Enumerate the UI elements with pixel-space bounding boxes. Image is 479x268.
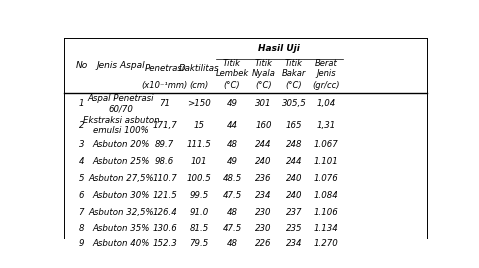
Text: Titik
Nyala: Titik Nyala	[252, 59, 275, 78]
Text: 79.5: 79.5	[190, 239, 209, 248]
Text: Jenis Aspal: Jenis Aspal	[97, 61, 146, 70]
Text: 6: 6	[79, 191, 84, 200]
Text: 99.5: 99.5	[190, 191, 209, 200]
Text: 7: 7	[79, 208, 84, 217]
Text: 1.134: 1.134	[314, 224, 339, 233]
Text: 226: 226	[255, 239, 272, 248]
Text: Asbuton 27,5%: Asbuton 27,5%	[88, 174, 154, 183]
Text: 230: 230	[255, 208, 272, 217]
Text: Hasil Uji: Hasil Uji	[258, 44, 300, 53]
Text: 71: 71	[159, 99, 170, 108]
Text: 98.6: 98.6	[155, 157, 174, 166]
Text: >150: >150	[187, 99, 211, 108]
Text: 110.7: 110.7	[152, 174, 177, 183]
Text: 111.5: 111.5	[187, 140, 211, 149]
Text: 1.101: 1.101	[314, 157, 339, 166]
Text: Aspal Penetrasi
60/70: Aspal Penetrasi 60/70	[88, 94, 154, 114]
Text: 1.076: 1.076	[314, 174, 339, 183]
Text: 8: 8	[79, 224, 84, 233]
Text: 48: 48	[227, 239, 238, 248]
Text: 1: 1	[79, 99, 84, 108]
Text: 240: 240	[286, 191, 302, 200]
Text: 15: 15	[194, 121, 205, 130]
Text: 165: 165	[286, 121, 302, 130]
Text: No: No	[75, 61, 88, 70]
Text: 4: 4	[79, 157, 84, 166]
Text: 100.5: 100.5	[187, 174, 211, 183]
Text: 48: 48	[227, 208, 238, 217]
Text: (cm): (cm)	[190, 81, 209, 90]
Text: (°C): (°C)	[224, 81, 240, 90]
Text: 240: 240	[286, 174, 302, 183]
Text: Berat
Jenis: Berat Jenis	[315, 59, 337, 78]
Text: Asbuton 25%: Asbuton 25%	[92, 157, 150, 166]
Text: (x10⁻¹mm): (x10⁻¹mm)	[142, 81, 188, 90]
Text: 160: 160	[255, 121, 272, 130]
Text: 81.5: 81.5	[190, 224, 209, 233]
Text: Asbuton 32,5%: Asbuton 32,5%	[88, 208, 154, 217]
Text: (gr/cc): (gr/cc)	[312, 81, 340, 90]
Text: 44: 44	[227, 121, 238, 130]
Text: 3: 3	[79, 140, 84, 149]
Text: 171,7: 171,7	[152, 121, 177, 130]
Text: (°C): (°C)	[255, 81, 272, 90]
Text: 1.270: 1.270	[314, 239, 339, 248]
Text: 244: 244	[286, 157, 302, 166]
Text: 89.7: 89.7	[155, 140, 174, 149]
Text: 91.0: 91.0	[190, 208, 209, 217]
Text: Titik
Lembek: Titik Lembek	[216, 59, 249, 78]
Text: 49: 49	[227, 157, 238, 166]
Text: 121.5: 121.5	[152, 191, 177, 200]
Text: Penetrasi: Penetrasi	[145, 64, 185, 73]
Text: 237: 237	[286, 208, 302, 217]
Text: Ekstraksi asbuton
emulsi 100%: Ekstraksi asbuton emulsi 100%	[83, 116, 160, 135]
Text: 2: 2	[79, 121, 84, 130]
Text: 1.084: 1.084	[314, 191, 339, 200]
Text: 9: 9	[79, 239, 84, 248]
Text: (°C): (°C)	[286, 81, 302, 90]
Text: 49: 49	[227, 99, 238, 108]
Text: 126.4: 126.4	[152, 208, 177, 217]
Text: 1.106: 1.106	[314, 208, 339, 217]
Text: 130.6: 130.6	[152, 224, 177, 233]
Text: 1.067: 1.067	[314, 140, 339, 149]
Text: 248: 248	[286, 140, 302, 149]
Text: 48.5: 48.5	[223, 174, 242, 183]
Text: Asbuton 20%: Asbuton 20%	[92, 140, 150, 149]
Text: 230: 230	[255, 224, 272, 233]
Text: 47.5: 47.5	[223, 224, 242, 233]
Text: 234: 234	[255, 191, 272, 200]
Text: Asbuton 35%: Asbuton 35%	[92, 224, 150, 233]
Text: 240: 240	[255, 157, 272, 166]
Text: 301: 301	[255, 99, 272, 108]
Text: Asbuton 40%: Asbuton 40%	[92, 239, 150, 248]
Text: 5: 5	[79, 174, 84, 183]
Text: 305,5: 305,5	[282, 99, 307, 108]
Text: 48: 48	[227, 140, 238, 149]
Text: 101: 101	[191, 157, 207, 166]
Text: Titik
Bakar: Titik Bakar	[282, 59, 306, 78]
Text: 234: 234	[286, 239, 302, 248]
Text: Daktilitas: Daktilitas	[179, 64, 219, 73]
Text: 235: 235	[286, 224, 302, 233]
Text: 236: 236	[255, 174, 272, 183]
Text: 152.3: 152.3	[152, 239, 177, 248]
Text: 244: 244	[255, 140, 272, 149]
Text: 1,31: 1,31	[317, 121, 336, 130]
Text: 47.5: 47.5	[223, 191, 242, 200]
Text: Asbuton 30%: Asbuton 30%	[92, 191, 150, 200]
Text: 1,04: 1,04	[317, 99, 336, 108]
